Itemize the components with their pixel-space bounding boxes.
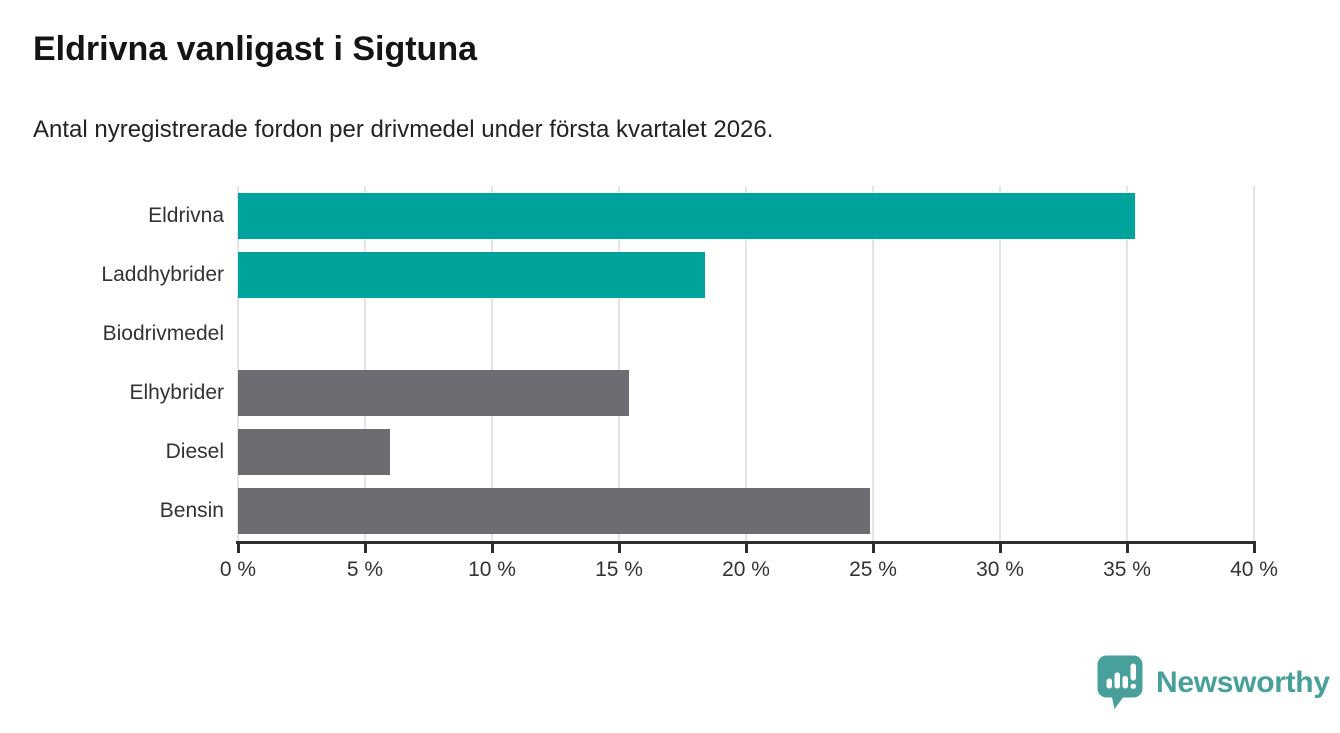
tick-mark-0 (236, 544, 240, 553)
category-label: Biodrivmedel (102, 321, 224, 345)
gridline-35 (1126, 186, 1128, 541)
gridline-25 (872, 186, 874, 541)
bar-elhybrider (238, 369, 630, 416)
tick-label-5: 5 % (346, 558, 384, 581)
tick-label-10: 10 % (468, 558, 516, 581)
bar-chart-speech-bubble-icon (1097, 655, 1143, 709)
chart-title: Eldrivna vanligast i Sigtuna (33, 30, 477, 68)
bar-row-diesel: Diesel (166, 423, 1254, 482)
tick-label-30: 30 % (976, 558, 1024, 581)
tick-label-15: 15 % (595, 558, 643, 581)
bar-diesel (238, 429, 391, 476)
gridline-10 (491, 186, 493, 541)
x-axis: 0 % 5 % 10 % 15 % 20 % 25 % 30 % 35 % 40 % (220, 541, 1278, 591)
gridline-15 (618, 186, 620, 541)
category-label: Eldrivna (148, 203, 224, 227)
newsworthy-logo-text: Newsworthy (1156, 665, 1330, 699)
tick-mark-35 (1125, 544, 1129, 553)
bar-laddhybrider (238, 251, 706, 298)
bar-eldrivna (238, 192, 1135, 239)
tick-mark-20 (744, 544, 748, 553)
tick-mark-40 (1252, 544, 1256, 553)
tick-label-0: 0 % (219, 558, 257, 581)
tick-mark-15 (617, 544, 621, 553)
bar-row-elhybrider: Elhybrider (129, 363, 1254, 422)
category-label: Laddhybrider (101, 262, 224, 286)
category-label: Elhybrider (129, 381, 224, 405)
bar-row-eldrivna: Eldrivna (148, 186, 1254, 245)
tick-mark-30 (998, 544, 1002, 553)
tick-mark-25 (871, 544, 875, 553)
gridline-0 (237, 186, 239, 541)
tick-label-20: 20 % (722, 558, 770, 581)
chart-subtitle: Antal nyregistrerade fordon per drivmede… (33, 116, 774, 143)
bar-rows: Eldrivna Laddhybrider Biodrivmedel Elhybrid… (101, 186, 1254, 541)
category-label: Bensin (159, 499, 224, 523)
newsworthy-logo: Newsworthy (1097, 655, 1330, 710)
gridline-20 (745, 186, 747, 541)
x-axis-line (236, 541, 1256, 544)
plot-area: Eldrivna Laddhybrider Biodrivmedel Elhybrid… (101, 186, 1255, 541)
tick-label-35: 35 % (1103, 558, 1151, 581)
tick-mark-5 (363, 544, 367, 553)
bar-row-laddhybrider: Laddhybrider (101, 245, 1254, 304)
gridline-30 (999, 186, 1001, 541)
tick-label-40: 40 % (1230, 558, 1278, 581)
category-label: Diesel (165, 440, 224, 464)
bar-row-bensin: Bensin (160, 482, 1254, 541)
gridline-5 (364, 186, 366, 541)
gridline-40 (1253, 186, 1255, 541)
bar-bensin (238, 488, 871, 535)
tick-label-25: 25 % (849, 558, 897, 581)
tick-mark-10 (490, 544, 494, 553)
bar-row-biodrivmedel: Biodrivmedel (103, 304, 1254, 363)
